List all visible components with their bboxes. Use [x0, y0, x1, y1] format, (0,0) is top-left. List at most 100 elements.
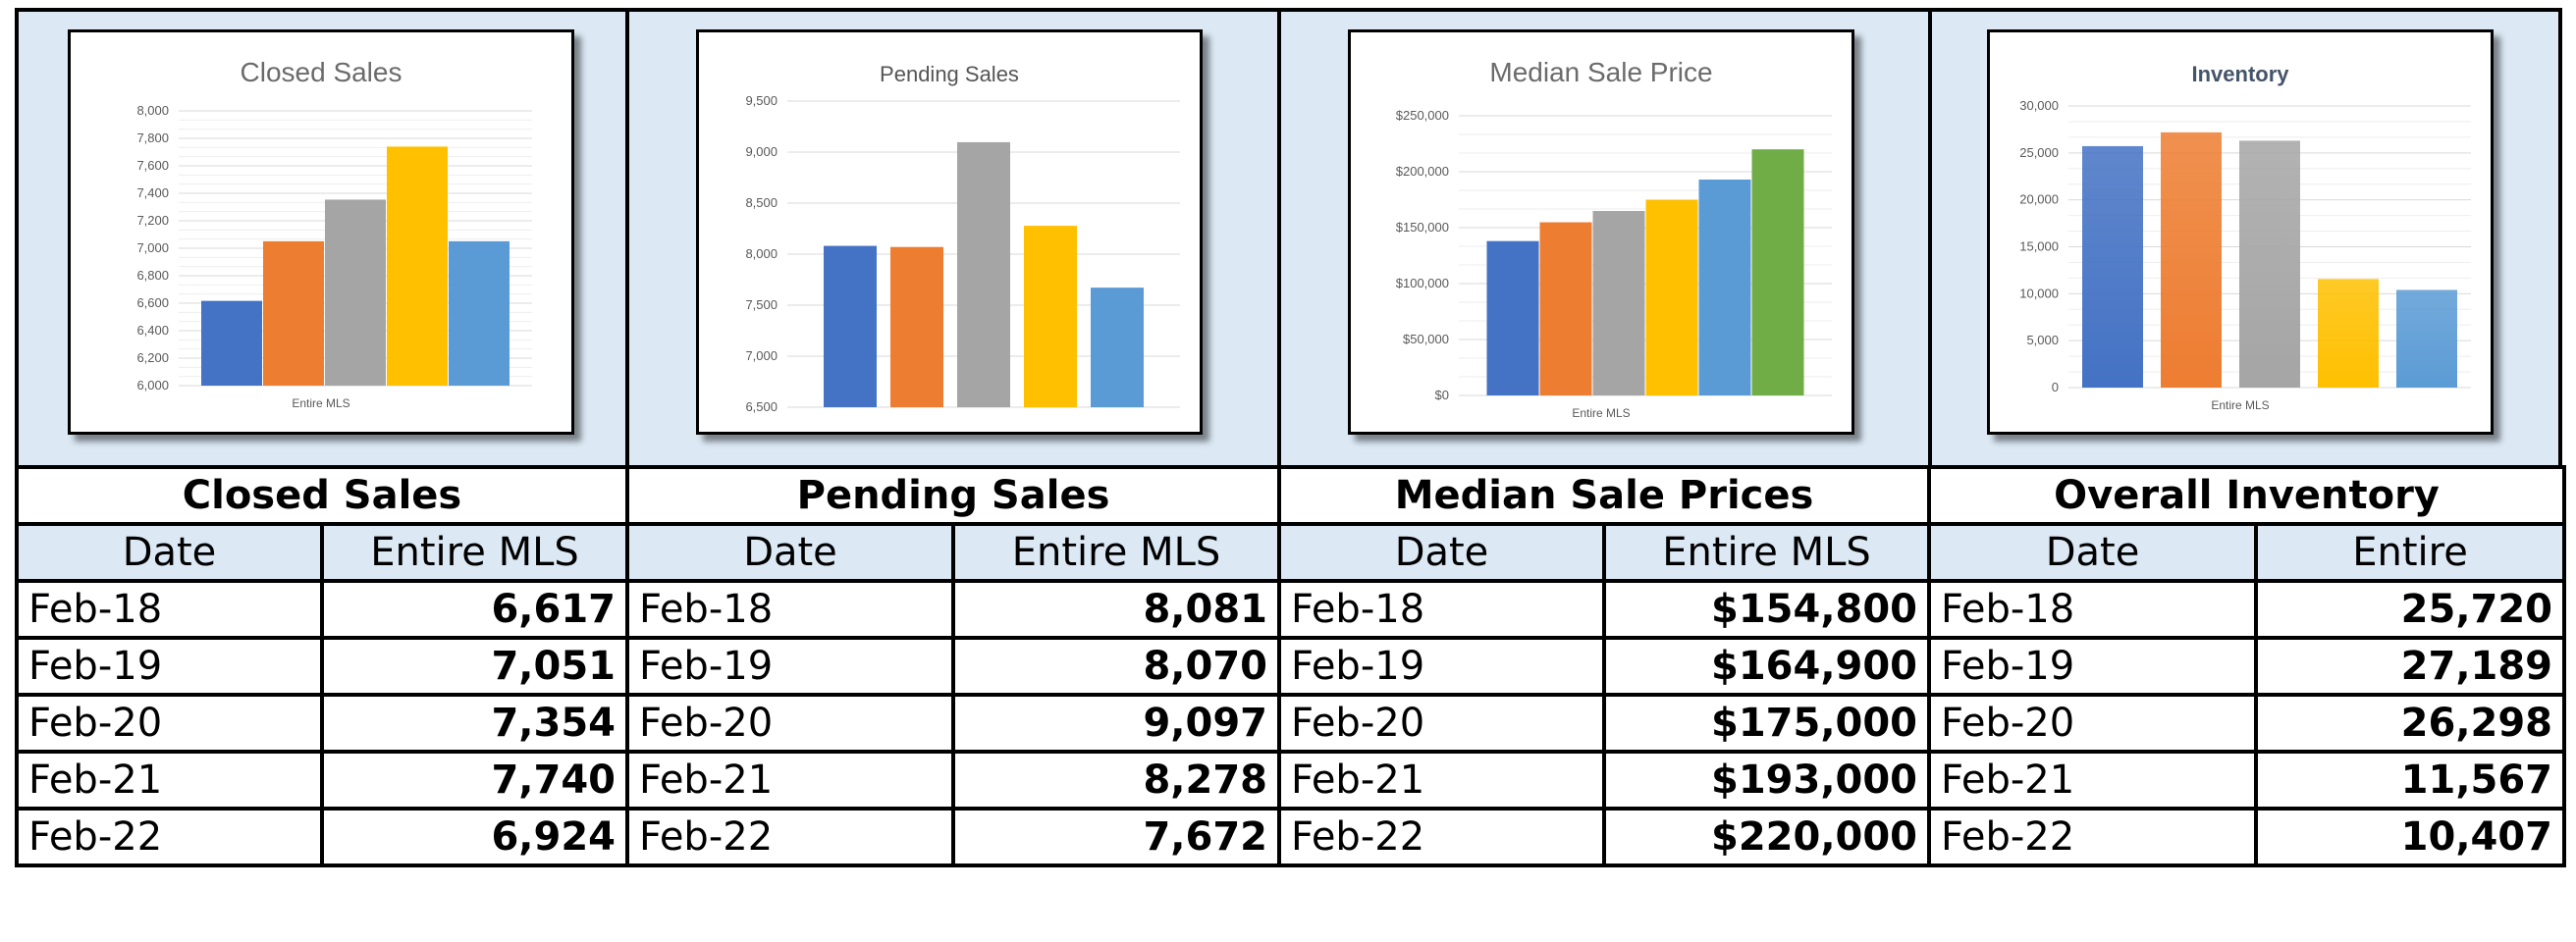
bar-feb-18	[824, 245, 877, 407]
inventory-date-header: Date	[1927, 522, 2259, 583]
table-cell-date: Feb-22	[1927, 807, 2259, 867]
bar-feb-21	[1024, 226, 1077, 407]
y-tick-label: 8,500	[745, 195, 778, 210]
table-cell-value: 11,567	[2254, 750, 2567, 811]
inventory-chart: Inventory 0 5,000 10,000 15,000 20,000 25,000 3…	[1987, 29, 2494, 435]
data-table: Closed Sales Pending Sales Median Sale P…	[15, 465, 2567, 867]
bar-feb-19	[1592, 211, 1645, 395]
median-sale-prices-title: Median Sale Prices	[1276, 465, 1932, 526]
bar-feb-21	[1698, 179, 1751, 395]
bar-feb-20	[2239, 140, 2300, 388]
pending-sales-chart: Pending Sales 6,500 7,000 7,500 8,000 8,500 9,…	[696, 29, 1203, 435]
table-cell-date: Feb-20	[1277, 693, 1606, 754]
y-tick-label: 30,000	[2019, 98, 2059, 113]
closed-sales-chart-panel: Closed Sales 6,000 6,200 6,400 6,600 6,800 7,0…	[15, 8, 629, 469]
table-cell-value: $175,000	[1601, 693, 1932, 754]
table-row: Feb-20 7,354 Feb-20 9,097 Feb-20 $175,00…	[15, 693, 2567, 754]
median-date-header: Date	[1277, 522, 1606, 583]
table-cell-value: 7,740	[320, 750, 629, 811]
pending-sales-chart-panel: Pending Sales 6,500 7,000 7,500 8,000 8,500 9,…	[625, 8, 1281, 469]
table-cell-value: 7,672	[951, 807, 1281, 867]
y-tick-label: $0	[1435, 388, 1449, 402]
section-title-row: Closed Sales Pending Sales Median Sale P…	[15, 465, 2567, 526]
table-cell-value: $154,800	[1601, 579, 1932, 640]
closed-sales-chart-svg: Closed Sales 6,000 6,200 6,400 6,600 6,800 7,0…	[136, 57, 532, 410]
bar-feb-19	[2161, 131, 2222, 388]
y-tick-label: 0	[2052, 380, 2059, 394]
bar-feb-22	[1751, 149, 1804, 395]
market-report-sheet: Closed Sales 6,000 6,200 6,400 6,600 6,800 7,0…	[15, 8, 2567, 927]
chart-title: Closed Sales	[241, 57, 402, 87]
bar-feb-22	[1091, 288, 1144, 407]
table-cell-date: Feb-21	[1277, 750, 1606, 811]
table-cell-date: Feb-19	[15, 636, 324, 697]
pending-sales-title: Pending Sales	[625, 465, 1281, 526]
median-price-chart: Median Sale Price $0 $50,000 $100,000 $150,0…	[1348, 29, 1854, 435]
table-cell-date: Feb-22	[15, 807, 324, 867]
table-cell-date: Feb-20	[1927, 693, 2259, 754]
charts-row: Closed Sales 6,000 6,200 6,400 6,600 6,800 7,0…	[15, 8, 2562, 469]
pending-date-header: Date	[625, 522, 955, 583]
table-cell-date: Feb-21	[625, 750, 955, 811]
table-cell-date: Feb-21	[15, 750, 324, 811]
table-cell-value: 8,081	[951, 579, 1281, 640]
bar-series	[1486, 240, 1539, 395]
y-tick-label: 8,000	[745, 246, 778, 261]
table-cell-value: 6,924	[320, 807, 629, 867]
y-tick-label: 6,600	[136, 295, 169, 310]
x-axis-label: Entire MLS	[1572, 406, 1630, 420]
table-cell-date: Feb-18	[1927, 579, 2259, 640]
y-tick-label: 20,000	[2019, 192, 2059, 207]
table-cell-value: 9,097	[951, 693, 1281, 754]
table-cell-date: Feb-19	[1277, 636, 1606, 697]
y-tick-label: 7,000	[745, 348, 778, 363]
table-row: Feb-22 6,924 Feb-22 7,672 Feb-22 $220,00…	[15, 807, 2567, 867]
table-cell-value: $220,000	[1601, 807, 1932, 867]
y-tick-label: 6,200	[136, 350, 169, 365]
bar-feb-21	[2318, 279, 2379, 388]
median-price-chart-panel: Median Sale Price $0 $50,000 $100,000 $150,0…	[1277, 8, 1932, 469]
inventory-chart-svg: Inventory 0 5,000 10,000 15,000 20,000 25,000 3…	[2019, 62, 2471, 412]
table-cell-value: 25,720	[2254, 579, 2567, 640]
y-tick-label: 7,500	[745, 297, 778, 312]
table-cell-value: 7,354	[320, 693, 629, 754]
chart-title: Inventory	[2191, 62, 2289, 86]
bar-feb-20	[1645, 199, 1698, 395]
table-cell-value: 27,189	[2254, 636, 2567, 697]
table-cell-date: Feb-20	[15, 693, 324, 754]
chart-title: Pending Sales	[880, 62, 1019, 86]
bar-feb-20	[325, 199, 386, 386]
y-tick-label: 6,500	[745, 399, 778, 414]
y-tick-label: $200,000	[1396, 164, 1449, 179]
y-tick-label: 7,400	[136, 185, 169, 200]
bar-feb-22	[449, 240, 510, 386]
y-tick-label: 7,800	[136, 131, 169, 145]
x-axis-label: Entire MLS	[2211, 398, 2269, 412]
table-cell-value: 10,407	[2254, 807, 2567, 867]
table-cell-date: Feb-21	[1927, 750, 2259, 811]
y-tick-label: 9,000	[745, 144, 778, 159]
table-cell-date: Feb-20	[625, 693, 955, 754]
y-tick-label: 6,000	[136, 378, 169, 392]
bar-feb-18	[1539, 222, 1592, 395]
table-row: Feb-21 7,740 Feb-21 8,278 Feb-21 $193,00…	[15, 750, 2567, 811]
y-tick-label: 10,000	[2019, 286, 2059, 300]
pending-value-header: Entire MLS	[951, 522, 1281, 583]
y-tick-label: 15,000	[2019, 239, 2059, 254]
inventory-value-header: Entire	[2254, 522, 2567, 583]
median-value-header: Entire MLS	[1601, 522, 1932, 583]
y-tick-label: 25,000	[2019, 145, 2059, 160]
column-header-row: Date Entire MLS Date Entire MLS Date Ent…	[15, 522, 2567, 583]
y-tick-label: $150,000	[1396, 220, 1449, 235]
bar-feb-19	[890, 246, 943, 407]
table-cell-date: Feb-18	[625, 579, 955, 640]
table-cell-value: 7,051	[320, 636, 629, 697]
closed-date-header: Date	[15, 522, 324, 583]
inventory-chart-panel: Inventory 0 5,000 10,000 15,000 20,000 25,000 3…	[1928, 8, 2562, 469]
closed-sales-chart: Closed Sales 6,000 6,200 6,400 6,600 6,800 7,0…	[68, 29, 574, 435]
table-row: Feb-18 6,617 Feb-18 8,081 Feb-18 $154,80…	[15, 579, 2567, 640]
y-tick-label: $50,000	[1403, 332, 1449, 346]
table-cell-value: $164,900	[1601, 636, 1932, 697]
median-price-chart-svg: Median Sale Price $0 $50,000 $100,000 $150,0…	[1396, 57, 1832, 420]
bar-feb-18	[2082, 145, 2143, 388]
